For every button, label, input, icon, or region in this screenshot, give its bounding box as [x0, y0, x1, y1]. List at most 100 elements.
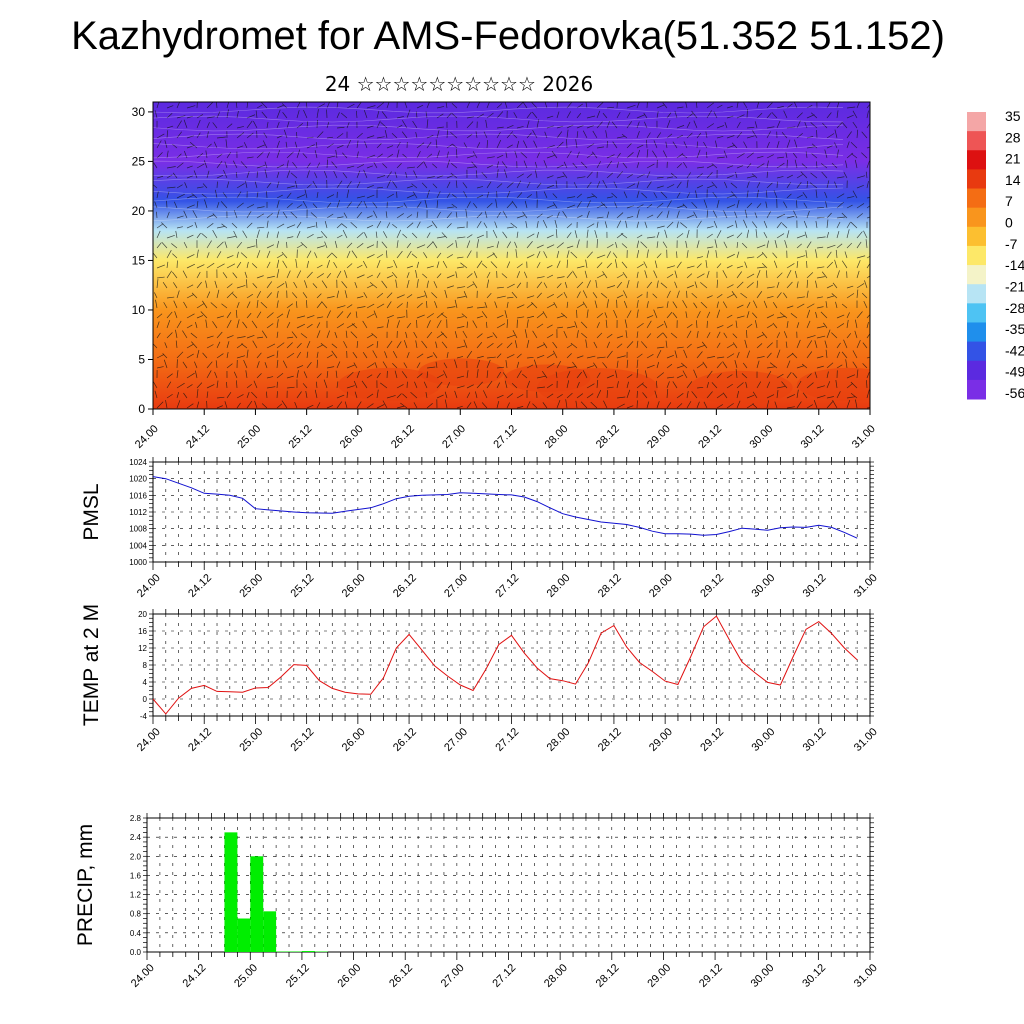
colorbar-label: 14	[1005, 172, 1021, 188]
xtick-label: 29.00	[645, 962, 673, 990]
heatmap-panel: 0 5 10 15 20 25 30 24.00 24.12 25.00 25.12 26.00 26.…	[132, 101, 878, 451]
xtick-label: 27.12	[490, 962, 518, 990]
ytick-label: -4	[140, 712, 148, 721]
panel-frame	[152, 461, 871, 563]
xtick-label: 25.00	[237, 572, 265, 600]
xtick-label: 28.12	[596, 572, 624, 600]
ytick-label: 1.2	[130, 891, 142, 900]
colorbar-label: -35	[1005, 321, 1024, 337]
heatmap-ytick-label: 25	[132, 154, 146, 168]
xtick-label: 26.00	[340, 726, 368, 754]
heatmap-ytick-label: 10	[132, 303, 146, 317]
xtick-label: 30.12	[801, 726, 829, 754]
xtick-label: 24.00	[135, 572, 163, 600]
warm-cell-5	[418, 358, 505, 386]
ytick-label: 1020	[129, 475, 147, 484]
colorbar-swatch	[967, 303, 986, 323]
xtick-label: 25.00	[237, 726, 265, 754]
xtick-label: 29.00	[647, 726, 675, 754]
xtick-label: 28.00	[542, 962, 570, 990]
ytick-label: 4	[143, 678, 148, 687]
precip-bar	[263, 911, 277, 952]
heatmap-xtick-label: 27.00	[440, 423, 468, 451]
panel-frame	[146, 817, 871, 953]
xtick-label: 28.12	[594, 962, 622, 990]
heatmap-xtick-label: 24.12	[184, 423, 212, 451]
precip-bar	[301, 951, 315, 952]
colorbar-label: -14	[1005, 257, 1024, 273]
xtick-label: 24.12	[181, 962, 209, 990]
ytick-label: 16	[138, 627, 147, 636]
heatmap-xtick-label: 31.00	[850, 423, 878, 451]
xtick-label: 29.12	[697, 962, 725, 990]
heatmap-ytick-label: 20	[132, 204, 146, 218]
ytick-label: 2.0	[130, 852, 142, 861]
precip-bar	[237, 918, 251, 952]
colorbar-swatch	[967, 360, 986, 381]
colorbar: 35 28 21 14 7 0 -7 -14 -21 -28 -35 -42 -49 -56	[967, 108, 1024, 401]
pmsl-panel: 1000 1004 1008 1012 1016 1020 1024 24.00 24.12 25…	[80, 457, 880, 600]
xtick-label: 27.12	[493, 572, 521, 600]
warm-cell-2	[537, 368, 658, 407]
colorbar-swatch	[967, 226, 986, 247]
colorbar-label: 28	[1005, 129, 1021, 145]
ytick-label: 0	[143, 695, 148, 704]
warm-cell-3	[689, 370, 793, 405]
xtick-label: 28.00	[545, 726, 573, 754]
heatmap-xtick-label: 28.00	[543, 423, 571, 451]
ytick-label: 1024	[129, 458, 147, 467]
ytick-label: 2.4	[130, 833, 142, 842]
panel-frame	[152, 613, 871, 717]
xtick-label: 25.00	[232, 962, 260, 990]
heatmap-xtick-label: 24.00	[133, 423, 161, 451]
y-axis-label: PRECIP, mm	[74, 824, 97, 946]
xtick-label: 29.00	[647, 572, 675, 600]
heatmap-xtick-label: 25.00	[235, 423, 263, 451]
wind-barbs	[153, 102, 870, 409]
xtick-label: 26.12	[387, 962, 415, 990]
heatmap-xtick-label: 29.12	[696, 423, 724, 451]
warm-cell-4	[796, 367, 870, 402]
precip-bar	[250, 856, 264, 952]
ytick-label: 1.6	[130, 871, 142, 880]
xtick-label: 26.12	[391, 572, 419, 600]
heatmap-ytick-label: 15	[132, 253, 146, 267]
colorbar-label: 35	[1005, 108, 1021, 124]
colorbar-label: -49	[1005, 364, 1024, 380]
xtick-label: 25.12	[284, 962, 312, 990]
heatmap-xtick-label: 30.12	[799, 423, 827, 451]
ytick-label: 2.8	[130, 814, 142, 823]
colorbar-label: -42	[1005, 342, 1024, 358]
colorbar-swatch	[967, 322, 986, 343]
xtick-label: 24.00	[129, 962, 157, 990]
precip-bar	[224, 832, 238, 952]
heatmap-xtick-label: 28.12	[594, 423, 622, 451]
temp-panel: -4 0 4 8 12 16 20 24.00 24.12 25.00 25.12 26.00 26.1…	[80, 604, 880, 754]
heatmap-ytick-label: 30	[132, 105, 146, 119]
heatmap-xtick-label: 26.00	[338, 423, 366, 451]
ytick-label: 1012	[129, 508, 147, 517]
ytick-label: 1000	[129, 558, 147, 567]
colorbar-label: -28	[1005, 300, 1024, 316]
ytick-label: 1008	[129, 525, 147, 534]
xtick-label: 27.00	[442, 726, 470, 754]
heatmap-xtick-label: 25.12	[287, 423, 315, 451]
xtick-label: 31.00	[852, 726, 880, 754]
xtick-label: 26.12	[391, 726, 419, 754]
colorbar-swatch	[967, 284, 986, 304]
xtick-label: 25.12	[289, 572, 317, 600]
xtick-label: 30.00	[749, 726, 777, 754]
xtick-label: 25.12	[289, 726, 317, 754]
y-axis-label: TEMP at 2 M	[80, 604, 103, 726]
xtick-label: 24.12	[186, 572, 214, 600]
colorbar-swatch	[967, 150, 986, 170]
xtick-label: 27.00	[439, 962, 467, 990]
xtick-label: 26.00	[340, 572, 368, 600]
xtick-label: 24.12	[186, 726, 214, 754]
colorbar-swatch	[967, 245, 986, 266]
ytick-label: 0.8	[130, 910, 142, 919]
xtick-label: 30.12	[800, 962, 828, 990]
ytick-label: 0.4	[130, 929, 142, 938]
colorbar-label: -7	[1005, 236, 1018, 252]
xtick-label: 27.12	[493, 726, 521, 754]
